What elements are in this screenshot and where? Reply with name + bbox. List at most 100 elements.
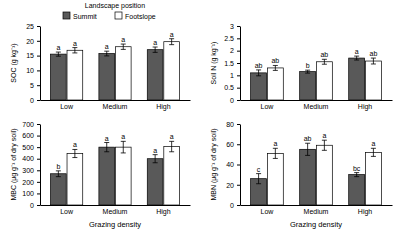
tick-label: 20 (26, 38, 34, 45)
error-cap (305, 70, 310, 71)
tick-label: 300 (22, 167, 34, 174)
tick: Medium (103, 205, 128, 215)
tick-label: High (156, 208, 171, 216)
significance-letter: a (121, 36, 125, 43)
tick-label: 60 (226, 141, 234, 148)
error-cap (72, 47, 77, 48)
error-line (373, 58, 374, 64)
error-cap (169, 38, 174, 39)
tick: 0.5 (224, 84, 240, 91)
axis-line (241, 100, 393, 101)
error-line (324, 59, 325, 64)
error-line (155, 47, 156, 52)
legend-label: Summit (73, 13, 97, 20)
error-bar (354, 56, 359, 60)
error-cap (72, 52, 77, 53)
error-cap (305, 155, 310, 156)
significance-letter: a (105, 43, 109, 50)
significance-letter: ab (370, 50, 378, 57)
tick-label: 700 (22, 121, 34, 128)
significance-letter: a (170, 31, 174, 38)
x-axis: LowMediumHigh (241, 205, 393, 216)
tick-mark (237, 38, 240, 39)
annotations: cabbcaaa (257, 132, 376, 172)
tick: 1.5 (224, 60, 240, 67)
x-axis-title: Grazing density (89, 220, 141, 229)
tick: 600 (22, 132, 40, 139)
tick-mark (37, 26, 40, 27)
error-line (275, 148, 276, 158)
error-line (106, 143, 107, 152)
tick: Low (60, 205, 74, 215)
bar (267, 68, 283, 100)
tick-label: Medium (304, 208, 329, 215)
tick: High (358, 205, 373, 216)
tick-mark (237, 185, 240, 186)
y-axis: 0100200300400500600700 (22, 121, 40, 209)
error-cap (273, 158, 278, 159)
significance-letter: a (121, 133, 125, 140)
tick: 5 (30, 82, 40, 89)
legend: Landscape positionSummitFootslope (63, 2, 156, 21)
error-cap (104, 142, 109, 143)
error-line (106, 51, 107, 56)
tick: Medium (304, 205, 329, 215)
tick-label: Low (261, 103, 275, 110)
error-line (123, 141, 124, 153)
tick-label: 10 (26, 67, 34, 74)
x-axis: LowMediumHigh (241, 100, 393, 111)
error-line (74, 149, 75, 157)
bar (251, 73, 267, 100)
error-cap (273, 70, 278, 71)
significance-letter: a (355, 48, 359, 55)
bar (316, 145, 332, 205)
legend-swatch (63, 12, 70, 19)
error-bar (121, 141, 126, 153)
significance-letter: ab (304, 135, 312, 142)
y-axis: 0510152025 (26, 23, 40, 104)
plot-area (251, 140, 382, 205)
error-cap (322, 64, 327, 65)
tick: 20 (26, 38, 40, 45)
panel: cabbcaaa020406080LowMediumHighMBN (μg g⁻… (210, 121, 393, 229)
tick-label: High (156, 103, 171, 111)
error-line (123, 44, 124, 49)
error-bar (273, 65, 278, 70)
axis-line (40, 125, 41, 206)
error-bar (322, 59, 327, 64)
tick: 100 (22, 190, 40, 197)
error-cap (121, 152, 126, 153)
tick-label: 600 (22, 132, 34, 139)
legend-swatch (115, 12, 122, 19)
significance-letter: b (306, 62, 310, 69)
tick-mark (37, 159, 40, 160)
tick-mark (37, 124, 40, 125)
bar (365, 61, 381, 100)
error-line (373, 148, 374, 156)
tick-label: High (358, 208, 373, 216)
legend-item: Footslope (115, 12, 156, 21)
bar (147, 159, 163, 205)
tick-mark (37, 170, 40, 171)
tick-label: 100 (22, 190, 34, 197)
error-cap (153, 47, 158, 48)
error-cap (169, 44, 174, 45)
tick-mark (237, 75, 240, 76)
significance-letter: ab (320, 51, 328, 58)
significance-letter: a (73, 141, 77, 148)
panel: baaaaa0100200300400500600700LowMediumHig… (10, 121, 191, 229)
error-bar (305, 143, 310, 155)
tick: 700 (22, 121, 40, 128)
error-cap (322, 140, 327, 141)
legend-item: Summit (63, 12, 97, 20)
error-cap (104, 151, 109, 152)
tick-mark (37, 182, 40, 183)
bar (67, 50, 83, 100)
error-cap (153, 162, 158, 163)
tick-mark (37, 193, 40, 194)
tick-label: 0 (230, 202, 234, 209)
tick: 60 (226, 141, 240, 148)
error-bar (56, 171, 61, 177)
error-line (275, 65, 276, 70)
y-axis: 020406080 (226, 121, 240, 209)
